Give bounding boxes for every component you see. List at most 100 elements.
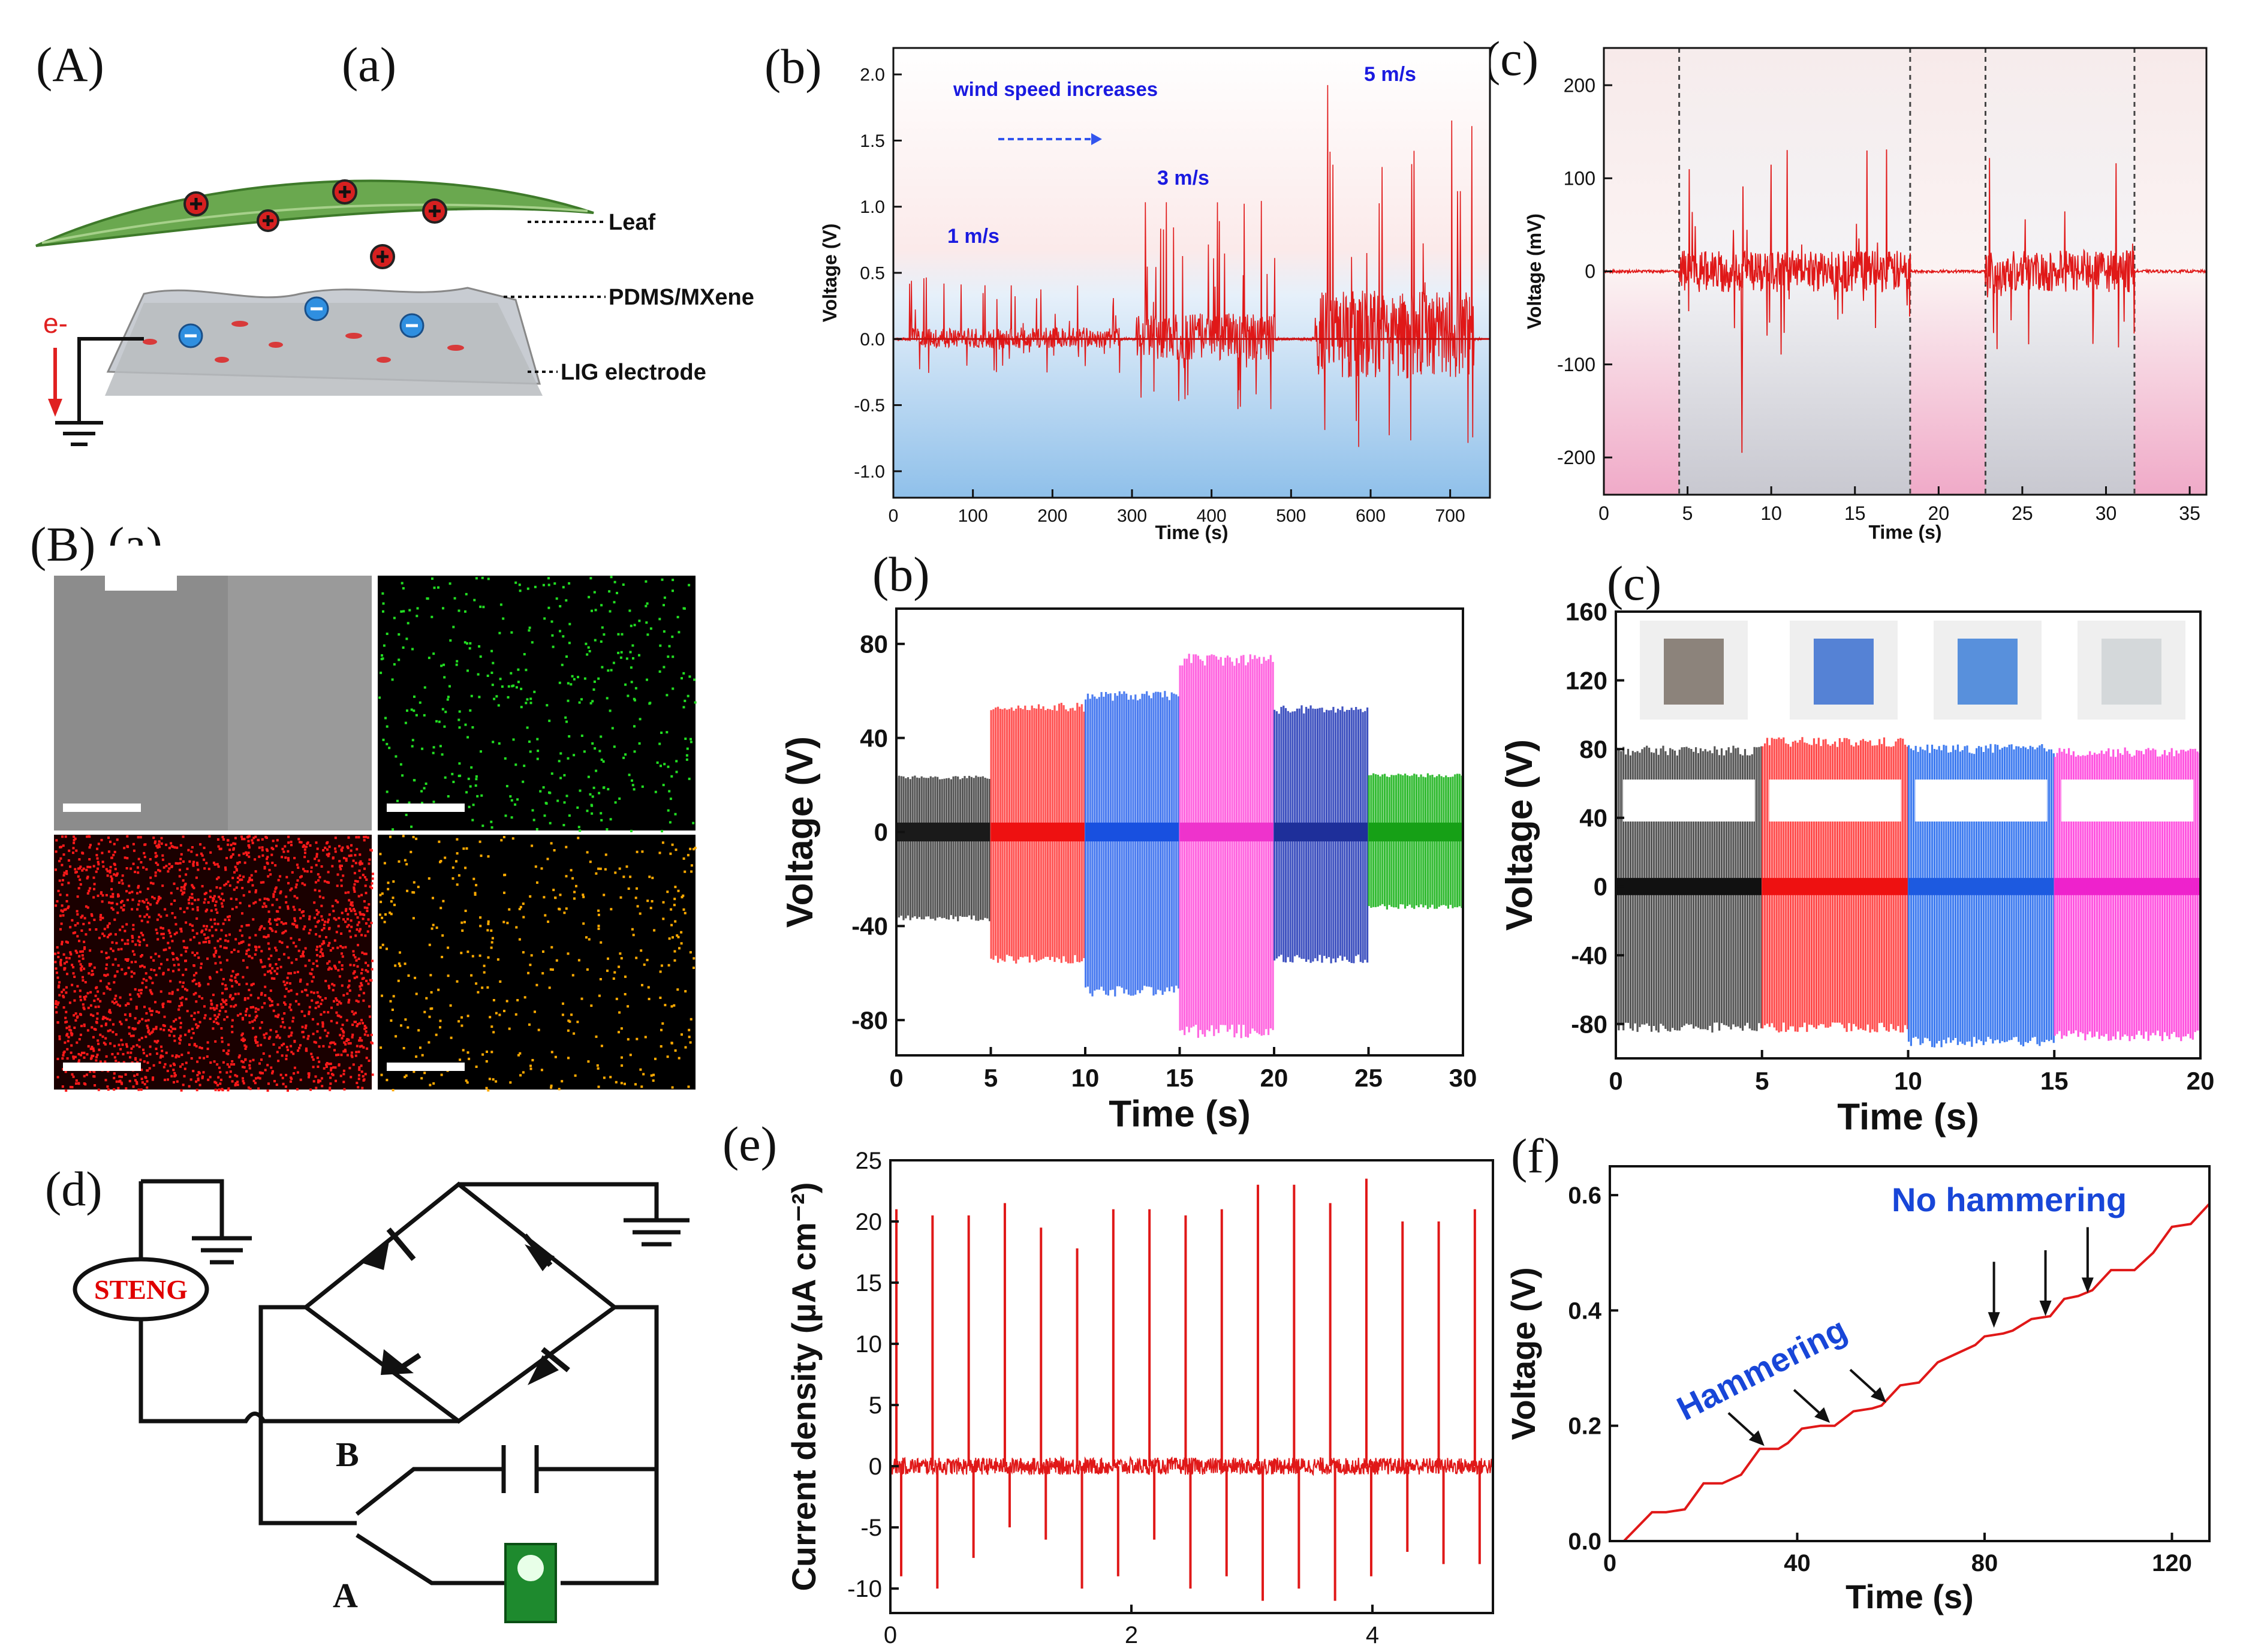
y-axis-label: Voltage (V) — [1499, 739, 1540, 931]
photo-content-3 — [2102, 639, 2161, 705]
x-tick-label-4: 20 — [1928, 502, 1950, 524]
series-band-5 — [1368, 822, 1463, 842]
x-tick-label-1: 5 — [1755, 1067, 1769, 1095]
x-tick-label-0: 0 — [1603, 1550, 1616, 1576]
y-tick-label-2: 0.4 — [1568, 1298, 1601, 1324]
y-tick-label-2: 0 — [869, 1454, 882, 1480]
nohammer-arrowhead-0 — [1988, 1312, 2000, 1328]
panel-label-d: (d) — [45, 1161, 103, 1216]
annotation-1ms: 1 m/s — [947, 225, 999, 248]
sem-label-box — [105, 546, 177, 591]
x-axis-label: Time (s) — [1837, 1097, 1979, 1138]
diode-bottom-right — [528, 1355, 559, 1385]
y-tick-label-6: 160 — [1565, 598, 1607, 626]
capacitor — [501, 1445, 539, 1493]
x-tick-label-4: 20 — [1260, 1064, 1288, 1092]
diode-bottom-left — [381, 1349, 414, 1375]
mxene-flakes — [143, 321, 464, 363]
label-box-2 — [1915, 780, 2048, 822]
chart-mp-voltage: 0 5 10 15 20 25 30 -80 -40 0 40 80 Time (s) Voltage (… — [779, 607, 1477, 1135]
wire-top-left — [141, 1179, 224, 1238]
sem-scale-bar-1 — [387, 804, 465, 812]
y-tick-label-1: -40 — [851, 912, 888, 940]
chart-writing-voltage: 0 5 10 15 20 25 30 35 -200 -100 0 100 200 Time (s) Vol… — [1524, 47, 2208, 543]
y-axis-label: Voltage (V) — [1504, 1267, 1542, 1440]
x-tick-label-5: 25 — [2012, 502, 2033, 524]
y-tick-label-0: -200 — [1557, 447, 1595, 468]
ground-symbol — [55, 421, 103, 446]
series-spikes-0 — [896, 775, 991, 922]
x-tick-label-2: 200 — [1037, 506, 1067, 526]
y-tick-label-4: 80 — [860, 630, 888, 658]
annotation-wind-speed: wind speed increases — [953, 78, 1158, 100]
y-axis-label: Voltage (V) — [779, 736, 821, 928]
annotation-5ms: 5 m/s — [1364, 63, 1416, 86]
y-axis-label: Voltage (V) — [819, 224, 841, 323]
y-tick-label-7: 25 — [856, 1148, 883, 1174]
chart-wind-voltage: 0 100 200 300 400 500 600 700 -1.0 -0.5 0.0 0.5 1.0 1… — [819, 47, 1491, 543]
y-tick-label-1: -0.5 — [854, 396, 885, 416]
series-band-0 — [896, 822, 991, 842]
x-tick-label-7: 700 — [1435, 506, 1465, 526]
wire-source-bottom — [139, 1319, 459, 1424]
x-tick-label-1: 100 — [958, 506, 988, 526]
annotation-3ms: 3 m/s — [1157, 167, 1209, 189]
pdms-mxene-label: PDMS/MXene — [609, 285, 754, 310]
y-tick-label-2: 0 — [1585, 261, 1595, 282]
y-tick-label-1: 0.2 — [1568, 1413, 1601, 1440]
panel-label-A-b: (b) — [764, 39, 822, 94]
y-axis-label: Voltage (mV) — [1524, 213, 1545, 329]
x-tick-label-3: 15 — [2040, 1067, 2069, 1095]
x-axis-label: Time (s) — [1155, 522, 1228, 543]
y-tick-label-6: 20 — [856, 1209, 883, 1235]
series-band-3 — [1179, 822, 1274, 842]
panel-label-B: (B) — [30, 517, 95, 571]
ground-left — [192, 1236, 252, 1265]
y-tick-label-4: 80 — [1579, 735, 1607, 763]
y-tick-label-5: 120 — [1565, 666, 1607, 694]
lig-substrate — [105, 303, 543, 396]
x-tick-label-2: 10 — [1760, 502, 1782, 524]
x-axis-label: Time (s) — [1868, 522, 1941, 543]
plot-frame — [1615, 610, 2202, 1060]
annotation-arrowhead — [1091, 133, 1102, 145]
wire-top-right — [459, 1182, 659, 1220]
label-box-0 — [1622, 780, 1755, 822]
chart-deformation-voltage: 0 5 10 15 20 -80 -40 0 40 80 120 160 Time (s) Voltage… — [1499, 598, 2214, 1138]
y-tick-label-4: 1.0 — [860, 197, 885, 217]
switch-b-label: B — [336, 1435, 359, 1474]
diodes — [360, 1238, 559, 1385]
panel-label-f: (f) — [1511, 1129, 1560, 1183]
series-band-0 — [1616, 878, 1762, 895]
y-tick-label-0: -10 — [847, 1576, 882, 1602]
y-tick-label-3: 40 — [860, 724, 888, 752]
sem-tile-3 — [378, 835, 696, 1090]
sem-tile-1 — [378, 576, 696, 830]
series-band-2 — [1085, 822, 1180, 842]
x-tick-label-6: 30 — [2096, 502, 2117, 524]
y-tick-label-0: 0.0 — [1568, 1528, 1601, 1555]
series-voltage-line — [1622, 1203, 2211, 1542]
x-tick-label-5: 25 — [1354, 1064, 1383, 1092]
plot-frame — [892, 47, 1491, 499]
panel-label-A: (A) — [36, 37, 104, 92]
panel-label-B-b: (b) — [872, 547, 930, 601]
label-box-3 — [2061, 780, 2194, 822]
x-tick-label-5: 500 — [1276, 506, 1306, 526]
wire-right-branch — [537, 1467, 659, 1585]
y-tick-label-3: 5 — [869, 1392, 882, 1419]
switch-a-arm — [356, 1533, 516, 1585]
x-tick-label-4: 20 — [2187, 1067, 2215, 1095]
y-tick-label-1: -100 — [1557, 354, 1595, 375]
ground-wire — [77, 337, 144, 423]
series-band-4 — [1274, 822, 1369, 842]
hammer-arrowhead-1 — [1814, 1407, 1830, 1423]
x-tick-label-0: 0 — [1609, 1067, 1622, 1095]
switch-a-label: A — [333, 1576, 358, 1615]
x-tick-label-3: 15 — [1166, 1064, 1194, 1092]
x-tick-label-0: 0 — [884, 1622, 897, 1648]
y-tick-label-5: 1.5 — [860, 131, 885, 151]
steng-source — [73, 1257, 209, 1322]
series-band-2 — [1908, 878, 2055, 895]
